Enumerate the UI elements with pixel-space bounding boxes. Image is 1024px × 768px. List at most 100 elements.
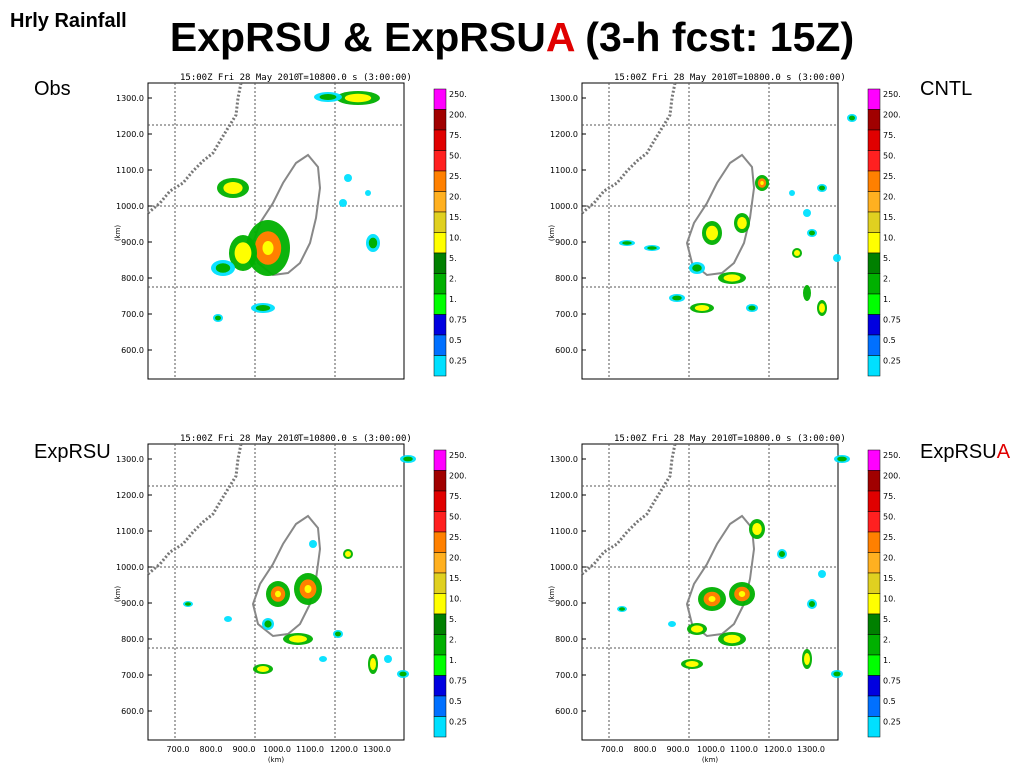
colorbar-label: 2. — [883, 636, 891, 645]
colorbar-swatch — [867, 552, 881, 574]
y-tick-label: 1000.0 — [550, 563, 578, 572]
title-accent: A — [545, 14, 574, 60]
rain-cell-core — [234, 242, 252, 264]
colorbar-label: 15. — [883, 574, 896, 583]
colorbar-label: 0.25 — [883, 357, 901, 366]
rain-cell-core — [833, 671, 841, 677]
panel-header-time: 15:00Z Fri 28 May 2010 — [614, 73, 733, 83]
x-tick-label: 1300.0 — [363, 745, 391, 754]
y-tick-label: 900.0 — [121, 238, 144, 247]
colorbar-swatch — [433, 552, 447, 574]
colorbar-swatch — [433, 293, 447, 315]
colorbar-swatch — [867, 252, 881, 274]
y-tick-label: 600.0 — [121, 346, 144, 355]
rain-cell — [668, 621, 676, 627]
rain-cell — [319, 656, 327, 662]
colorbar-swatch — [433, 334, 447, 356]
x-tick-label: 900.0 — [233, 745, 256, 754]
x-tick-label: 1100.0 — [296, 745, 324, 754]
y-tick-label: 1000.0 — [116, 202, 144, 211]
colorbar-swatch — [433, 634, 447, 656]
colorbar-label: 50. — [883, 152, 896, 161]
colorbar-label: 20. — [883, 193, 896, 202]
colorbar-label: 10. — [449, 595, 462, 604]
panel-header-time: 15:00Z Fri 28 May 2010 — [180, 434, 299, 444]
y-tick-label: 1300.0 — [116, 94, 144, 103]
colorbar-swatch — [433, 252, 447, 274]
colorbar-label: 75. — [883, 492, 896, 501]
colorbar-swatch — [867, 695, 881, 717]
y-tick-label: 1100.0 — [550, 527, 578, 536]
colorbar-swatch — [433, 449, 447, 471]
y-axis-unit: (km) — [114, 225, 122, 242]
rain-cell-core — [399, 671, 407, 677]
colorbar-swatch — [433, 695, 447, 717]
colorbar-swatch — [867, 170, 881, 192]
rain-cell-core — [723, 634, 741, 644]
rain-cell-core — [809, 230, 815, 236]
colorbar-swatch — [433, 314, 447, 336]
colorbar-swatch — [867, 531, 881, 553]
colorbar-label: 10. — [883, 234, 896, 243]
colorbar-label: 2. — [883, 275, 891, 284]
colorbar-label: 15. — [449, 574, 462, 583]
colorbar-swatch — [433, 613, 447, 635]
y-tick-label: 800.0 — [555, 274, 578, 283]
y-tick-label: 1100.0 — [116, 166, 144, 175]
colorbar-label: 75. — [449, 492, 462, 501]
colorbar-swatch — [433, 593, 447, 615]
colorbar-label: 200. — [883, 111, 901, 120]
rain-cell-core — [255, 305, 271, 311]
coastline-china — [147, 82, 243, 215]
panel-label-exprsua: ExpRSUA — [920, 441, 1011, 463]
rain-cell-core — [223, 182, 243, 194]
colorbar-swatch — [867, 355, 881, 377]
rain-cell-core — [692, 264, 702, 272]
colorbar-swatch — [433, 273, 447, 295]
y-axis-unit: (km) — [114, 586, 122, 603]
rain-cell-core — [672, 295, 682, 301]
colorbar-label: 5. — [449, 615, 457, 624]
colorbar-label: 5. — [449, 254, 457, 263]
x-tick-label: 700.0 — [167, 745, 190, 754]
y-axis-unit: (km) — [548, 586, 556, 603]
rain-cell-core — [685, 661, 699, 667]
x-tick-label: 1100.0 — [730, 745, 758, 754]
y-tick-label: 1100.0 — [550, 166, 578, 175]
x-tick-label: 900.0 — [667, 745, 690, 754]
title-main: ExpRSU & ExpRSU — [169, 14, 546, 60]
rain-cell — [365, 190, 371, 196]
rain-cell-core — [335, 631, 341, 637]
colorbar-swatch — [867, 293, 881, 315]
rain-cell-core — [289, 635, 307, 643]
page-title: ExpRSU & ExpRSUA (3-h fcst: 15Z) — [0, 12, 1024, 62]
colorbar-swatch — [433, 675, 447, 697]
colorbar-label: 200. — [449, 472, 467, 481]
panel-header-step: T=10800.0 s (3:00:00) — [298, 434, 412, 444]
colorbar-label: 10. — [883, 595, 896, 604]
rain-cell-core — [619, 607, 625, 611]
x-axis-unit: (km) — [268, 756, 285, 764]
y-tick-label: 600.0 — [555, 707, 578, 716]
colorbar-label: 25. — [449, 172, 462, 181]
panel-label-cntl: CNTL — [920, 78, 973, 100]
title-suffix: (3-h fcst: 15Z) — [573, 14, 855, 60]
rain-cell-core — [752, 523, 762, 535]
rain-cell-core — [215, 263, 231, 273]
colorbar-label: 0.5 — [449, 336, 462, 345]
y-tick-label: 700.0 — [555, 310, 578, 319]
rain-cell — [339, 199, 347, 207]
taiwan-outline — [251, 153, 322, 277]
colorbar-swatch — [867, 191, 881, 213]
colorbar-swatch — [867, 634, 881, 656]
x-tick-label: 800.0 — [634, 745, 657, 754]
x-tick-label: 1000.0 — [263, 745, 291, 754]
rain-cell-core — [368, 237, 378, 249]
colorbar-swatch — [433, 170, 447, 192]
colorbar-label: 250. — [449, 451, 467, 460]
